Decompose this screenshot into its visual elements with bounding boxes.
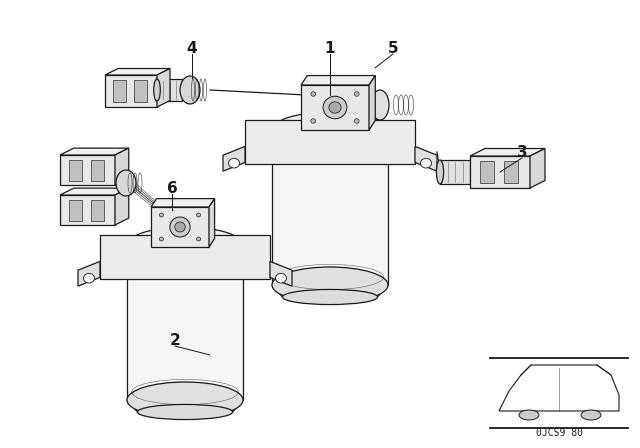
- Bar: [91, 159, 104, 181]
- Ellipse shape: [519, 410, 539, 420]
- Polygon shape: [530, 148, 545, 188]
- Ellipse shape: [420, 159, 431, 168]
- Ellipse shape: [228, 159, 239, 168]
- Polygon shape: [369, 76, 375, 130]
- Polygon shape: [415, 146, 437, 171]
- Text: 1: 1: [324, 40, 335, 56]
- Ellipse shape: [170, 217, 190, 237]
- Polygon shape: [127, 245, 243, 400]
- Polygon shape: [301, 76, 375, 85]
- Polygon shape: [115, 188, 129, 225]
- Text: 4: 4: [187, 40, 197, 56]
- Polygon shape: [209, 198, 214, 247]
- Text: 3: 3: [516, 145, 527, 159]
- Polygon shape: [301, 85, 369, 130]
- Polygon shape: [60, 195, 115, 225]
- Bar: [504, 161, 518, 183]
- Polygon shape: [272, 130, 388, 285]
- Ellipse shape: [355, 119, 359, 123]
- Polygon shape: [157, 69, 170, 107]
- Polygon shape: [100, 235, 270, 279]
- Polygon shape: [223, 146, 245, 171]
- Bar: [69, 159, 82, 181]
- Polygon shape: [272, 285, 388, 297]
- Ellipse shape: [311, 119, 316, 123]
- Ellipse shape: [196, 213, 200, 217]
- Polygon shape: [151, 198, 214, 207]
- Ellipse shape: [272, 112, 388, 148]
- Ellipse shape: [272, 267, 388, 303]
- Polygon shape: [470, 148, 545, 156]
- Bar: [91, 199, 104, 220]
- Ellipse shape: [127, 227, 243, 263]
- Ellipse shape: [180, 76, 200, 104]
- Polygon shape: [270, 261, 292, 286]
- Polygon shape: [157, 79, 182, 101]
- Ellipse shape: [116, 170, 136, 196]
- Ellipse shape: [127, 382, 243, 418]
- Ellipse shape: [436, 160, 444, 184]
- Polygon shape: [470, 156, 530, 188]
- Polygon shape: [440, 160, 470, 184]
- Text: 6: 6: [166, 181, 177, 195]
- Ellipse shape: [154, 79, 160, 101]
- Ellipse shape: [581, 410, 601, 420]
- Polygon shape: [115, 148, 129, 185]
- Ellipse shape: [196, 237, 200, 241]
- Ellipse shape: [355, 92, 359, 96]
- Polygon shape: [151, 207, 209, 247]
- Ellipse shape: [159, 213, 163, 217]
- Ellipse shape: [175, 222, 185, 232]
- Bar: [69, 199, 82, 220]
- Polygon shape: [105, 69, 170, 75]
- Ellipse shape: [323, 96, 347, 119]
- Ellipse shape: [275, 273, 287, 283]
- Ellipse shape: [282, 289, 378, 305]
- Polygon shape: [245, 120, 415, 164]
- Polygon shape: [60, 188, 129, 195]
- Polygon shape: [127, 400, 243, 412]
- Ellipse shape: [138, 405, 232, 420]
- Text: 2: 2: [170, 332, 180, 348]
- Polygon shape: [78, 261, 100, 286]
- Bar: [113, 80, 126, 102]
- Ellipse shape: [159, 237, 163, 241]
- Text: 5: 5: [388, 40, 398, 56]
- Ellipse shape: [311, 92, 316, 96]
- Ellipse shape: [83, 273, 95, 283]
- Bar: [134, 80, 147, 102]
- Ellipse shape: [329, 102, 341, 113]
- Bar: [479, 161, 494, 183]
- Polygon shape: [105, 75, 157, 107]
- Polygon shape: [60, 155, 115, 185]
- Ellipse shape: [371, 90, 389, 120]
- Polygon shape: [60, 148, 129, 155]
- Text: 0JCS9 80: 0JCS9 80: [536, 428, 582, 438]
